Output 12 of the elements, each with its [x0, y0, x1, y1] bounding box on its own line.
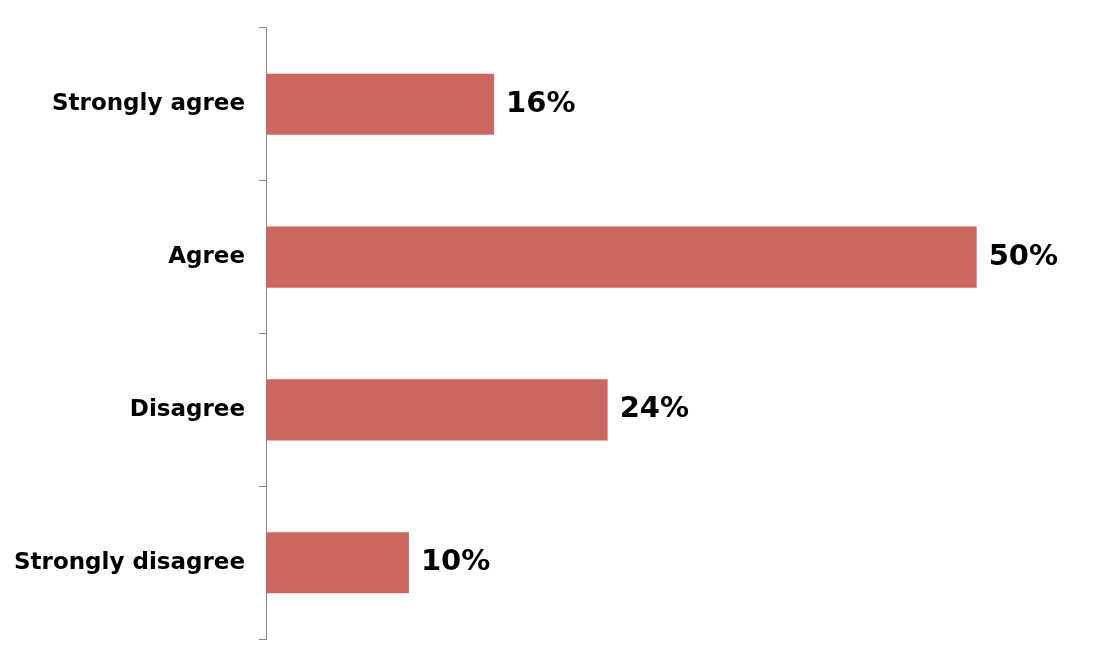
bar [266, 73, 495, 135]
bar [266, 379, 608, 441]
y-tick-label: Agree [168, 242, 245, 269]
data-label: 24% [619, 390, 690, 425]
bar [266, 532, 409, 594]
bar [266, 226, 977, 288]
y-tick-label: Strongly disagree [13, 547, 245, 574]
data-label: 16% [506, 84, 576, 119]
y-tick-label: Strongly agree [52, 89, 245, 116]
data-label: 50% [988, 237, 1059, 272]
data-label: 10% [420, 543, 491, 578]
y-tick-label: Disagree [129, 394, 245, 421]
